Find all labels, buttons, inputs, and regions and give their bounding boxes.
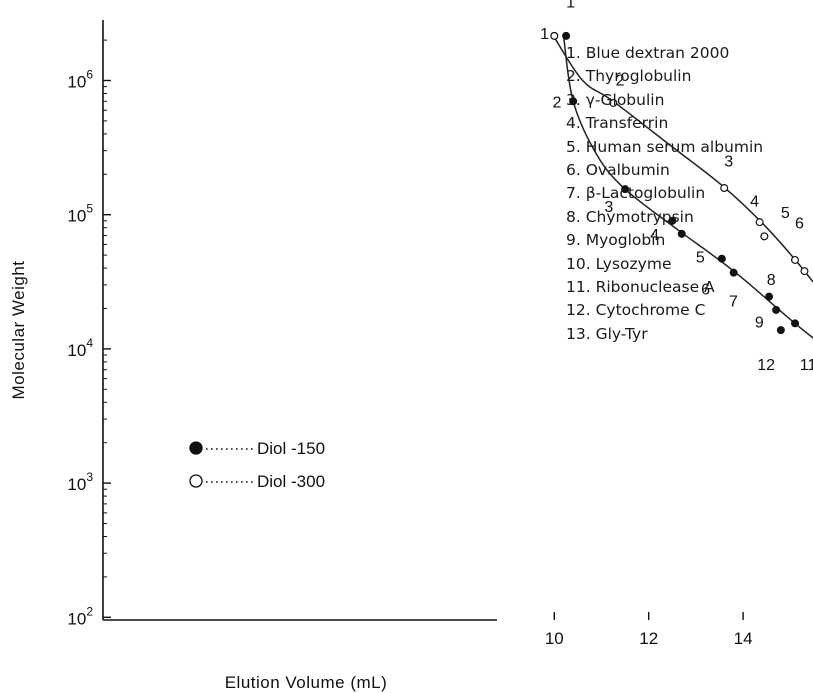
y-axis-label: Molecular Weight	[9, 260, 28, 399]
y-tick-label-4: 106	[67, 68, 93, 92]
compound-list-item: 9. Myoglobin	[566, 229, 763, 252]
data-points: 12345678912111312345678910121110	[540, 0, 813, 374]
y-axis: 102 103 104 105 106	[67, 20, 111, 628]
point-diol-150-0	[562, 31, 571, 40]
compound-number: 12.	[566, 301, 591, 320]
point-label-diol-150-7: 8	[767, 272, 776, 289]
point-label-diol-300-1: 2	[616, 72, 625, 89]
point-label-diol-150-0: 1	[566, 0, 575, 12]
legend-marker-1	[189, 474, 203, 488]
compound-list-item: 6. Ovalbumin	[566, 159, 763, 182]
compound-list-item: 3. γ-Globulin	[566, 89, 763, 112]
compound-list-item: 8. Chymotrypsin	[566, 206, 763, 229]
point-diol-150-7	[765, 292, 774, 301]
y-tick-label-0: 102	[67, 604, 93, 628]
compound-list-item: 4. Transferrin	[566, 112, 763, 135]
point-diol-150-9	[776, 326, 785, 335]
compound-list: 1. Blue dextran 2000 2. Thyroglobulin 3. γ…	[566, 42, 763, 346]
point-diol-150-8	[772, 305, 781, 314]
compound-list-item: 10. Lysozyme	[566, 253, 763, 276]
y-tick-label-1: 103	[67, 470, 93, 494]
point-diol-150-2	[621, 185, 630, 194]
point-diol-150-1	[569, 97, 578, 106]
compound-number: 1.	[566, 44, 581, 62]
y-tick-label-2: 104	[67, 336, 93, 360]
point-label-diol-150-3: 4	[650, 227, 659, 244]
compound-name: γ-Globulin	[585, 90, 665, 109]
point-diol-300-6	[800, 267, 809, 276]
legend-label-0: Diol -150	[257, 439, 325, 458]
x-axis-label: Elution Volume (mL)	[225, 673, 388, 692]
point-diol-150-6	[729, 268, 738, 277]
point-diol-150-3	[668, 216, 677, 225]
compound-number: 9.	[566, 231, 581, 250]
compound-name: Transferrin	[585, 114, 669, 133]
point-diol-150-10	[791, 319, 800, 328]
point-label-diol-300-5: 6	[795, 216, 804, 233]
compound-name: Lysozyme	[595, 254, 672, 273]
compound-list-item: 2. Thyroglobulin	[566, 65, 763, 88]
x-axis: 1012141618	[103, 612, 753, 648]
point-label-diol-150-2: 3	[604, 199, 613, 216]
compound-list-item: 5. Human serum albumin	[566, 136, 763, 159]
point-label-diol-150-6: 7	[729, 294, 738, 311]
compound-number: 7.	[566, 184, 581, 203]
point-diol-150-5	[717, 254, 726, 263]
y-tick-label-3: 105	[67, 202, 93, 226]
compound-name: Thyroglobulin	[585, 67, 692, 86]
compound-list-item: 1. Blue dextran 2000	[566, 42, 763, 65]
x-ticks: 1012141618	[545, 612, 753, 648]
legend: Diol -150 Diol -300	[189, 439, 325, 491]
compound-number: 10.	[566, 254, 591, 273]
legend-marker-0	[189, 441, 203, 455]
compound-name: Myoglobin	[585, 231, 666, 250]
compound-list-item: 12. Cytochrome C	[566, 299, 763, 322]
compound-number: 5.	[566, 137, 581, 156]
compound-list-item: 11. Ribonuclease A	[566, 276, 763, 299]
y-ticks: 102 103 104 105 106	[67, 39, 111, 628]
compound-name: Chymotrypsin	[585, 207, 694, 226]
curve-diol-150	[562, 37, 813, 339]
point-diol-300-3	[755, 218, 764, 227]
compound-name: Cytochrome C	[595, 301, 706, 320]
point-diol-150-4	[677, 229, 686, 238]
point-diol-300-2	[720, 184, 729, 193]
point-label-diol-300-4: 5	[781, 205, 790, 222]
compound-number: 2.	[566, 67, 581, 86]
compound-number: 8.	[566, 207, 581, 226]
point-diol-300-1	[609, 98, 618, 107]
point-label-diol-150-8: 9	[755, 315, 764, 332]
x-tick-label-2: 14	[734, 629, 753, 648]
point-label-diol-150-10: 11	[800, 357, 813, 374]
x-tick-label-0: 10	[545, 629, 564, 648]
compound-list-item: 7. β-Lactoglobulin	[566, 182, 763, 205]
compound-number: 4.	[566, 114, 581, 133]
compound-name: Ribonuclease A	[595, 278, 715, 297]
compound-name: Human serum albumin	[585, 137, 764, 156]
compound-number: 11.	[566, 278, 591, 297]
compound-number: 13.	[566, 324, 591, 343]
point-label-diol-150-9: 12	[757, 357, 775, 374]
point-label-diol-300-0: 1	[540, 26, 549, 43]
point-label-diol-300-3: 4	[750, 193, 759, 210]
compound-number: 3.	[566, 90, 581, 109]
compound-name: Blue dextran 2000	[585, 44, 730, 62]
compound-list-item: 13. Gly-Tyr	[566, 323, 763, 346]
compound-name: Gly-Tyr	[595, 324, 648, 343]
compound-number: 6.	[566, 161, 581, 180]
point-label-diol-300-2: 3	[724, 154, 733, 171]
point-label-diol-150-4: 5	[696, 249, 705, 266]
point-label-diol-150-5: 6	[701, 281, 710, 298]
compound-name: Ovalbumin	[585, 161, 670, 180]
point-diol-300-5	[791, 255, 800, 264]
x-tick-label-1: 12	[639, 629, 658, 648]
point-diol-300-4	[760, 232, 769, 241]
point-label-diol-150-1: 2	[552, 94, 561, 111]
legend-label-1: Diol -300	[257, 472, 325, 491]
point-diol-300-0	[550, 31, 559, 40]
compound-name: β-Lactoglobulin	[585, 184, 706, 203]
